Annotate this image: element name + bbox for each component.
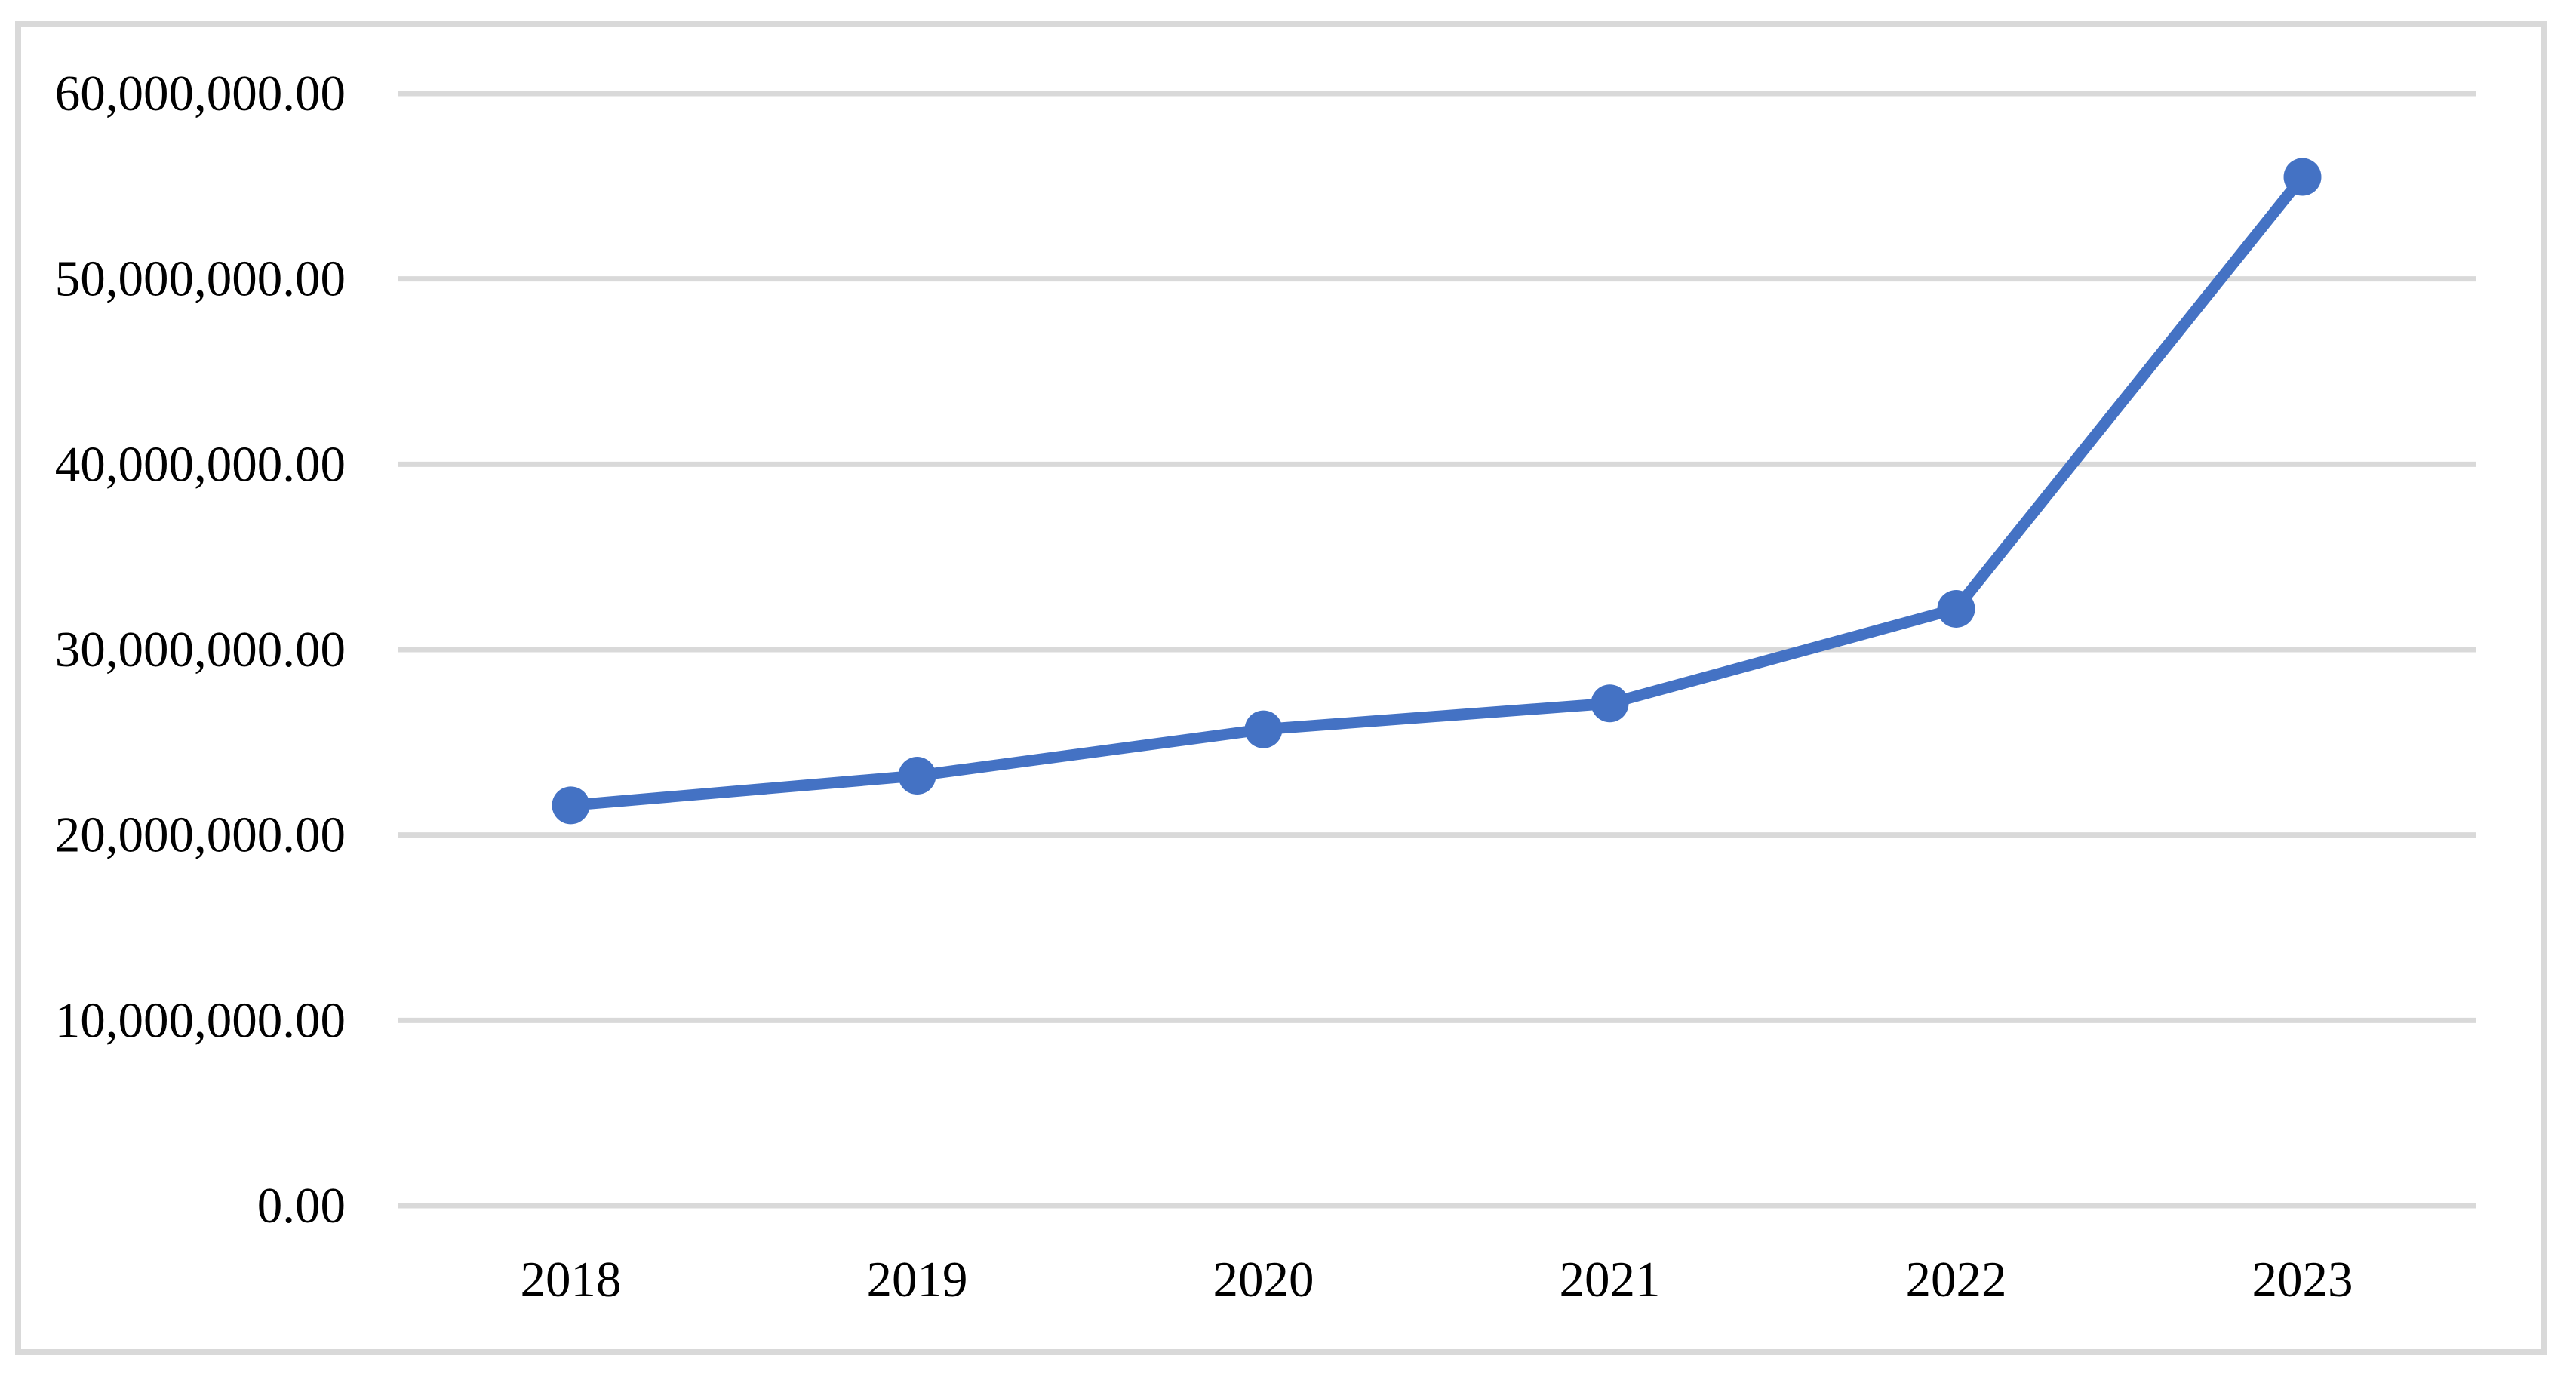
x-axis-tick-label: 2021 (1560, 1252, 1661, 1308)
x-axis-tick-label: 2022 (1906, 1252, 2007, 1308)
x-axis-tick-label: 2019 (867, 1252, 968, 1308)
y-axis-tick-label: 40,000,000.00 (55, 436, 346, 492)
data-point-marker (1244, 710, 1283, 748)
data-point-marker (898, 757, 936, 795)
data-point-marker (2283, 158, 2322, 196)
series-line (565, 171, 2308, 811)
y-axis-tick-label: 20,000,000.00 (55, 807, 346, 863)
x-axis-tick-label: 2020 (1213, 1252, 1314, 1308)
y-axis-tick-label: 50,000,000.00 (55, 251, 346, 307)
y-axis-tick-label: 0.00 (257, 1178, 346, 1234)
chart-border (15, 21, 2547, 1355)
data-point-marker (1937, 589, 1975, 628)
data-point-marker (552, 786, 590, 825)
y-axis-tick-label: 30,000,000.00 (55, 622, 346, 678)
y-axis-tick-label: 60,000,000.00 (55, 66, 346, 121)
x-axis-tick-label: 2018 (521, 1252, 622, 1308)
data-point-marker (1591, 684, 1629, 723)
x-axis-tick-label: 2023 (2252, 1252, 2353, 1308)
y-axis-tick-label: 10,000,000.00 (55, 992, 346, 1048)
